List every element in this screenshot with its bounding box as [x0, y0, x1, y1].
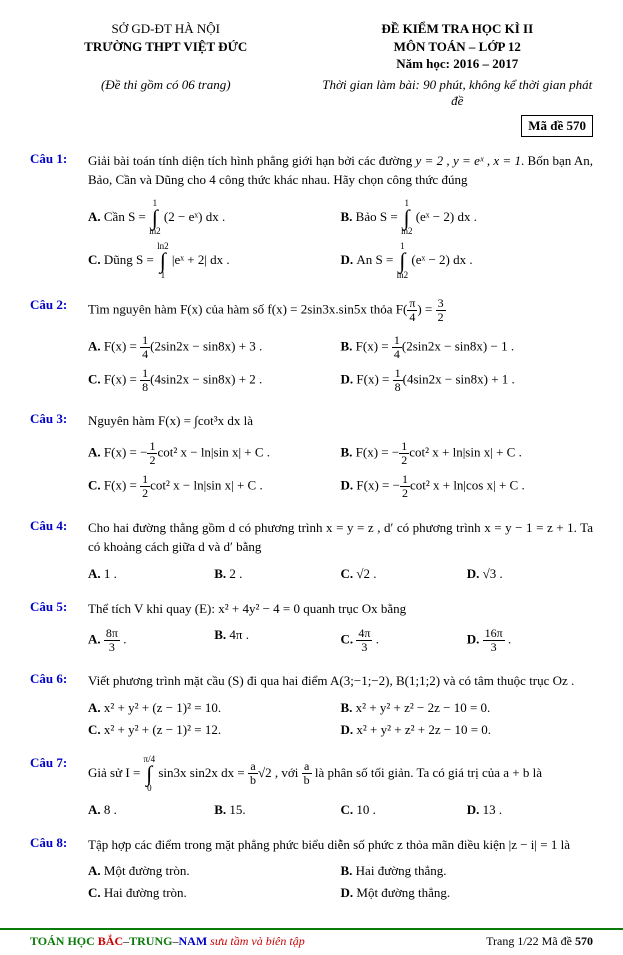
q3-label: Câu 3:: [30, 411, 88, 503]
header-right: ĐỀ KIỂM TRA HỌC KÌ II MÔN TOÁN – LỚP 12 …: [322, 20, 594, 73]
q2-label: Câu 2:: [30, 297, 88, 397]
q6-label: Câu 6:: [30, 671, 88, 741]
q2-opt-a: A. F(x) = 14(2sin2x − sin8x) + 3 .: [88, 331, 341, 364]
q4-stem: Cho hai đường thẳng gồm d có phương trìn…: [88, 518, 593, 557]
page: SỞ GD-ĐT HÀ NỘI TRƯỜNG THPT VIỆT ĐỨC ĐỀ …: [0, 0, 623, 928]
q7-opt-c: C. 10 .: [341, 799, 467, 821]
q4-opt-c: C. √2 .: [341, 563, 467, 585]
q5-label: Câu 5:: [30, 599, 88, 658]
q5-opt-b: B. 4π .: [214, 624, 340, 657]
q2-opt-d: D. F(x) = 18(4sin2x − sin8x) + 1 .: [341, 364, 594, 397]
q7-stem: Giả sử I = π/4∫0 sin3x sin2x dx = ab√2 ,…: [88, 755, 593, 793]
q7-opt-a: A. 8 .: [88, 799, 214, 821]
question-6: Câu 6: Viết phương trình mặt cầu (S) đi …: [30, 671, 593, 741]
q7-label: Câu 7:: [30, 755, 88, 821]
page-footer: TOÁN HỌC BẮC–TRUNG–NAM sưu tầm và biên t…: [0, 928, 623, 955]
q6-opt-a: A. x² + y² + (z − 1)² = 10.: [88, 697, 341, 719]
exam-title: ĐỀ KIỂM TRA HỌC KÌ II: [322, 20, 594, 38]
q4-opt-a: A. 1 .: [88, 563, 214, 585]
q4-opt-d: D. √3 .: [467, 563, 593, 585]
q8-opt-a: A. Một đường tròn.: [88, 860, 341, 882]
exam-code: Mã đề 570: [521, 115, 593, 137]
footer-right: Trang 1/22 Mã đề 570: [486, 934, 593, 949]
q3-opt-a: A. F(x) = −12cot² x − ln|sin x| + C .: [88, 437, 341, 470]
question-1: Câu 1: Giải bài toán tính diện tích hình…: [30, 151, 593, 284]
q1-stem: Giải bài toán tính diện tích hình phẳng …: [88, 151, 593, 190]
q4-label: Câu 4:: [30, 518, 88, 585]
q5-stem: Thể tích V khi quay (E): x² + 4y² − 4 = …: [88, 599, 593, 619]
footer-left: TOÁN HỌC BẮC–TRUNG–NAM sưu tầm và biên t…: [30, 934, 305, 949]
header-left: SỞ GD-ĐT HÀ NỘI TRƯỜNG THPT VIỆT ĐỨC: [30, 20, 302, 73]
q8-stem: Tập hợp các điểm trong mặt phẳng phức bi…: [88, 835, 593, 855]
header: SỞ GD-ĐT HÀ NỘI TRƯỜNG THPT VIỆT ĐỨC ĐỀ …: [30, 20, 593, 73]
sub-header: (Đề thi gồm có 06 trang) Thời gian làm b…: [30, 77, 593, 109]
q1-opt-a: A. Cần S = 1∫ln2 (2 − eˣ) dx .: [88, 196, 341, 240]
q2-stem: Tìm nguyên hàm F(x) của hàm số f(x) = 2s…: [88, 297, 593, 324]
question-3: Câu 3: Nguyên hàm F(x) = ∫cot³x dx là A.…: [30, 411, 593, 503]
q1-opt-d: D. An S = 1∫ln2 (eˣ − 2) dx .: [341, 239, 594, 283]
q1-opt-b: B. Bảo S = 1∫ln2 (eˣ − 2) dx .: [341, 196, 594, 240]
q6-opt-d: D. x² + y² + z² + 2z − 10 = 0.: [341, 719, 594, 741]
page-count-text: (Đề thi gồm có 06 trang): [30, 77, 302, 109]
q3-stem: Nguyên hàm F(x) = ∫cot³x dx là: [88, 411, 593, 431]
q3-opt-c: C. F(x) = 12cot² x − ln|sin x| + C .: [88, 470, 341, 503]
q8-opt-d: D. Một đường thẳng.: [341, 882, 594, 904]
q4-opt-b: B. 2 .: [214, 563, 340, 585]
duration-text: Thời gian làm bài: 90 phút, không kể thờ…: [322, 77, 594, 109]
question-4: Câu 4: Cho hai đường thẳng gồm d có phươ…: [30, 518, 593, 585]
q8-opt-b: B. Hai đường thẳng.: [341, 860, 594, 882]
school-text: TRƯỜNG THPT VIỆT ĐỨC: [30, 38, 302, 56]
q5-opt-a: A. 8π3 .: [88, 624, 214, 657]
q6-stem: Viết phương trình mặt cầu (S) đi qua hai…: [88, 671, 593, 691]
subject-text: MÔN TOÁN – LỚP 12: [322, 38, 594, 56]
q8-label: Câu 8:: [30, 835, 88, 905]
q2-opt-b: B. F(x) = 14(2sin2x − sin8x) − 1 .: [341, 331, 594, 364]
q7-opt-b: B. 15.: [214, 799, 340, 821]
q8-opt-c: C. Hai đường tròn.: [88, 882, 341, 904]
q2-opt-c: C. F(x) = 18(4sin2x − sin8x) + 2 .: [88, 364, 341, 397]
q1-opt-c: C. Dũng S = ln2∫1 |eˣ + 2| dx .: [88, 239, 341, 283]
exam-code-wrap: Mã đề 570: [30, 115, 593, 137]
q1-label: Câu 1:: [30, 151, 88, 284]
question-8: Câu 8: Tập hợp các điểm trong mặt phẳng …: [30, 835, 593, 905]
question-5: Câu 5: Thể tích V khi quay (E): x² + 4y²…: [30, 599, 593, 658]
dept-text: SỞ GD-ĐT HÀ NỘI: [30, 20, 302, 38]
q3-opt-b: B. F(x) = −12cot² x + ln|sin x| + C .: [341, 437, 594, 470]
year-text: Năm học: 2016 – 2017: [322, 55, 594, 73]
question-2: Câu 2: Tìm nguyên hàm F(x) của hàm số f(…: [30, 297, 593, 397]
q5-opt-c: C. 4π3 .: [341, 624, 467, 657]
q6-opt-b: B. x² + y² + z² − 2z − 10 = 0.: [341, 697, 594, 719]
question-7: Câu 7: Giả sử I = π/4∫0 sin3x sin2x dx =…: [30, 755, 593, 821]
q5-opt-d: D. 16π3 .: [467, 624, 593, 657]
q7-opt-d: D. 13 .: [467, 799, 593, 821]
q6-opt-c: C. x² + y² + (z − 1)² = 12.: [88, 719, 341, 741]
q3-opt-d: D. F(x) = −12cot² x + ln|cos x| + C .: [341, 470, 594, 503]
